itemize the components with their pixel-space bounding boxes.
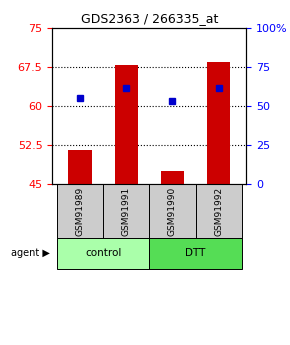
Bar (68, 150, 92, 184)
FancyBboxPatch shape (57, 238, 149, 269)
FancyBboxPatch shape (103, 184, 149, 238)
Text: GSM91989: GSM91989 (75, 186, 84, 236)
Text: DTT: DTT (185, 248, 206, 258)
FancyBboxPatch shape (57, 184, 103, 238)
Text: control: control (85, 248, 121, 258)
Text: GSM91991: GSM91991 (122, 186, 131, 236)
FancyBboxPatch shape (149, 184, 196, 238)
Title: GDS2363 / 266335_at: GDS2363 / 266335_at (81, 12, 218, 25)
Text: agent ▶: agent ▶ (11, 248, 50, 258)
Bar (161, 171, 184, 184)
FancyBboxPatch shape (196, 184, 242, 238)
Text: GSM91990: GSM91990 (168, 186, 177, 236)
Bar (207, 61, 230, 184)
Bar (115, 65, 138, 184)
Text: GSM91992: GSM91992 (214, 186, 223, 236)
FancyBboxPatch shape (149, 238, 242, 269)
